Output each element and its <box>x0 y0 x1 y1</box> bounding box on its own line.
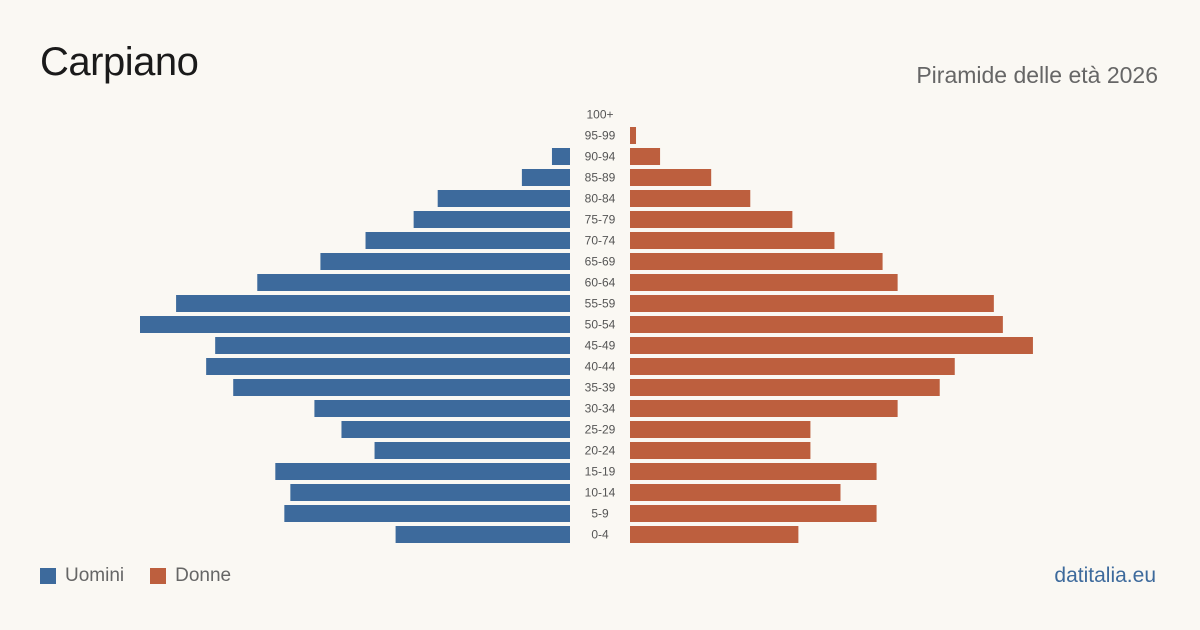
bar-female-30-34 <box>630 400 898 417</box>
age-label-0-4: 0-4 <box>591 528 609 542</box>
population-pyramid-chart: 100+ 95-99 90-94 85-89 80-84 75-79 70-74 65-69 6… <box>140 108 1033 543</box>
bar-male-80-84 <box>437 190 570 207</box>
bar-female-90-94 <box>630 148 661 165</box>
legend-item-female: Donne <box>150 565 231 587</box>
bar-male-10-14 <box>290 484 570 501</box>
bar-male-45-49 <box>215 337 571 354</box>
age-label-55-59: 55-59 <box>585 297 616 311</box>
age-label-25-29: 25-29 <box>585 423 616 437</box>
bar-female-25-29 <box>630 421 811 438</box>
age-label-35-39: 35-39 <box>585 381 616 395</box>
age-label-45-49: 45-49 <box>585 339 616 353</box>
bar-female-15-19 <box>630 463 877 480</box>
bar-male-5-9 <box>284 505 570 522</box>
bar-female-5-9 <box>630 505 877 522</box>
legend-label-female: Donne <box>175 565 232 586</box>
age-labels-group: 100+ 95-99 90-94 85-89 80-84 75-79 70-74 65-69 6… <box>585 108 616 542</box>
bar-male-70-74 <box>365 232 570 249</box>
bar-female-50-54 <box>630 316 1003 333</box>
bar-female-60-64 <box>630 274 898 291</box>
legend: Uomini Donne <box>40 565 257 587</box>
bar-female-95-99 <box>630 127 637 144</box>
female-bars-group <box>630 127 1033 543</box>
bar-female-10-14 <box>630 484 841 501</box>
age-label-40-44: 40-44 <box>585 360 616 374</box>
legend-swatch-male <box>40 568 56 584</box>
legend-item-male: Uomini <box>40 565 124 587</box>
bar-male-25-29 <box>341 421 570 438</box>
legend-label-male: Uomini <box>65 565 125 586</box>
bar-male-50-54 <box>140 316 570 333</box>
age-label-70-74: 70-74 <box>585 234 616 248</box>
age-label-30-34: 30-34 <box>585 402 616 416</box>
bar-female-40-44 <box>630 358 955 375</box>
age-label-50-54: 50-54 <box>585 318 616 332</box>
bar-female-80-84 <box>630 190 751 207</box>
bar-male-60-64 <box>257 274 570 291</box>
bar-female-55-59 <box>630 295 994 312</box>
age-label-10-14: 10-14 <box>585 486 616 500</box>
bar-female-75-79 <box>630 211 793 228</box>
age-label-80-84: 80-84 <box>585 192 616 206</box>
age-label-75-79: 75-79 <box>585 213 616 227</box>
bar-female-85-89 <box>630 169 712 186</box>
bar-female-70-74 <box>630 232 835 249</box>
chart-title: Carpiano <box>40 40 199 84</box>
chart-subtitle: Piramide delle età 2026 <box>916 62 1158 88</box>
age-label-85-89: 85-89 <box>585 171 616 185</box>
bar-male-85-89 <box>521 169 570 186</box>
bar-male-0-4 <box>395 526 570 543</box>
age-label-5-9: 5-9 <box>591 507 609 521</box>
age-label-15-19: 15-19 <box>585 465 616 479</box>
age-label-20-24: 20-24 <box>585 444 616 458</box>
bar-male-15-19 <box>275 463 570 480</box>
bar-male-40-44 <box>206 358 570 375</box>
bar-male-20-24 <box>374 442 570 459</box>
age-label-100+: 100+ <box>586 108 613 122</box>
bar-male-35-39 <box>233 379 570 396</box>
age-label-90-94: 90-94 <box>585 150 616 164</box>
bar-female-0-4 <box>630 526 799 543</box>
bar-male-75-79 <box>413 211 570 228</box>
age-label-95-99: 95-99 <box>585 129 616 143</box>
bar-female-65-69 <box>630 253 883 270</box>
bar-male-90-94 <box>551 148 570 165</box>
male-bars-group <box>140 148 571 543</box>
bar-male-55-59 <box>176 295 570 312</box>
legend-swatch-female <box>150 568 167 584</box>
bar-female-35-39 <box>630 379 940 396</box>
brand-link[interactable]: datitalia.eu <box>1054 564 1156 587</box>
age-label-65-69: 65-69 <box>585 255 616 269</box>
bar-male-65-69 <box>320 253 570 270</box>
age-label-60-64: 60-64 <box>585 276 616 290</box>
bar-female-20-24 <box>630 442 811 459</box>
bar-female-45-49 <box>630 337 1033 354</box>
bar-male-30-34 <box>314 400 570 417</box>
